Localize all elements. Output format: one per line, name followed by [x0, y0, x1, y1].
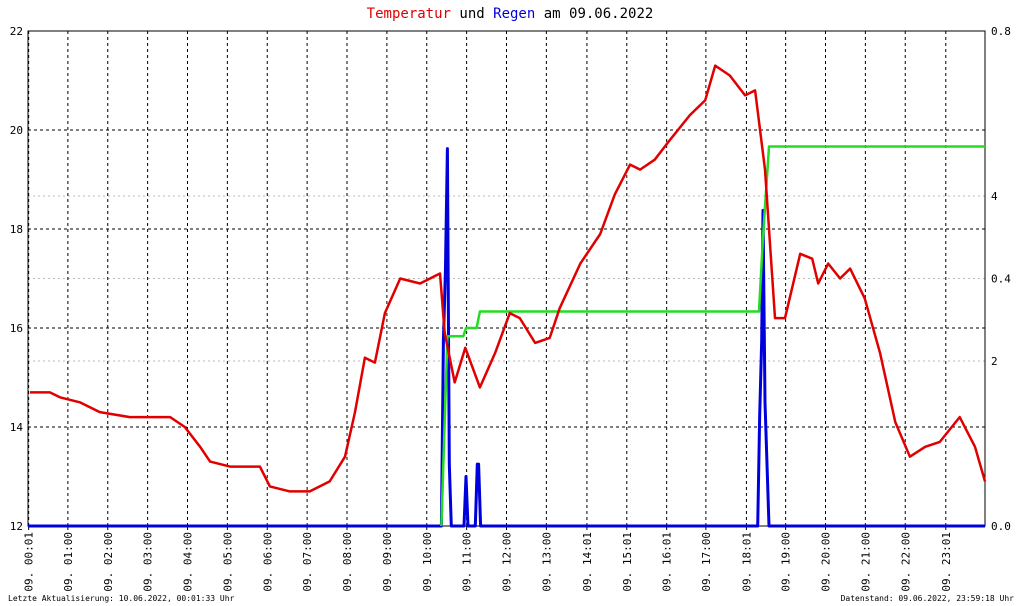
y2-tick-label: 0.8 [991, 25, 1011, 38]
x-tick-label: 09. 21:00 [859, 532, 872, 592]
title-part: am 09.06.2022 [544, 6, 654, 22]
x-tick-label: 09. 07:00 [301, 532, 314, 592]
x-tick-label: 09. 04:00 [182, 532, 195, 592]
x-tick-label: 09. 08:00 [341, 532, 354, 592]
footer-left: Letzte Aktualisierung: 10.06.2022, 00:01… [8, 594, 235, 603]
chart-title: Temperatur und Regen am 09.06.2022 [367, 6, 654, 22]
x-tick-label: 09. 16:01 [661, 532, 674, 592]
x-tick-label: 09. 14:01 [581, 532, 594, 592]
title-part: und [459, 6, 484, 22]
x-tick-label: 09. 23:01 [940, 532, 953, 592]
x-tick-label: 09. 12:00 [501, 532, 514, 592]
x-tick-label: 09. 18:01 [740, 532, 753, 592]
x-tick-label: 09. 19:00 [780, 532, 793, 592]
x-tick-label: 09. 05:00 [221, 532, 234, 592]
x-tick-label: 09. 02:00 [102, 532, 115, 592]
data-line [30, 64, 987, 493]
title-part: Regen [493, 6, 535, 22]
y-tick-label: 14 [10, 421, 24, 434]
data-line [28, 147, 985, 528]
x-tick-label: 09. 09:00 [381, 532, 394, 592]
x-tick-label: 09. 13:00 [540, 532, 553, 592]
y2-tick-label: 0.4 [991, 273, 1011, 286]
y-tick-label: 22 [10, 25, 23, 38]
y-tick-label: 12 [10, 520, 23, 533]
y2-tick-label: 0.0 [991, 520, 1011, 533]
x-tick-label: 09. 03:00 [142, 532, 155, 592]
x-tick-label: 09. 10:00 [421, 532, 434, 592]
x-tick-label: 09. 11:00 [461, 532, 474, 592]
x-tick-label: 09. 17:00 [700, 532, 713, 592]
x-tick-label: 09. 22:00 [899, 532, 912, 592]
x-tick-label: 09. 00:01 [23, 532, 36, 592]
x-tick-label: 09. 20:00 [820, 532, 833, 592]
footer-right: Datenstand: 09.06.2022, 23:59:18 Uhr [841, 594, 1015, 603]
y-tick-label: 20 [10, 124, 23, 137]
x-tick-label: 09. 15:01 [621, 532, 634, 592]
x-tick-label: 09. 01:00 [62, 532, 75, 592]
y-tick-label: 16 [10, 322, 23, 335]
y-tick-label: 18 [10, 223, 23, 236]
y2-tick-label: 4 [991, 190, 998, 203]
y2-tick-label: 2 [991, 355, 998, 368]
title-part: Temperatur [367, 6, 451, 22]
x-tick-label: 09. 06:00 [261, 532, 274, 592]
